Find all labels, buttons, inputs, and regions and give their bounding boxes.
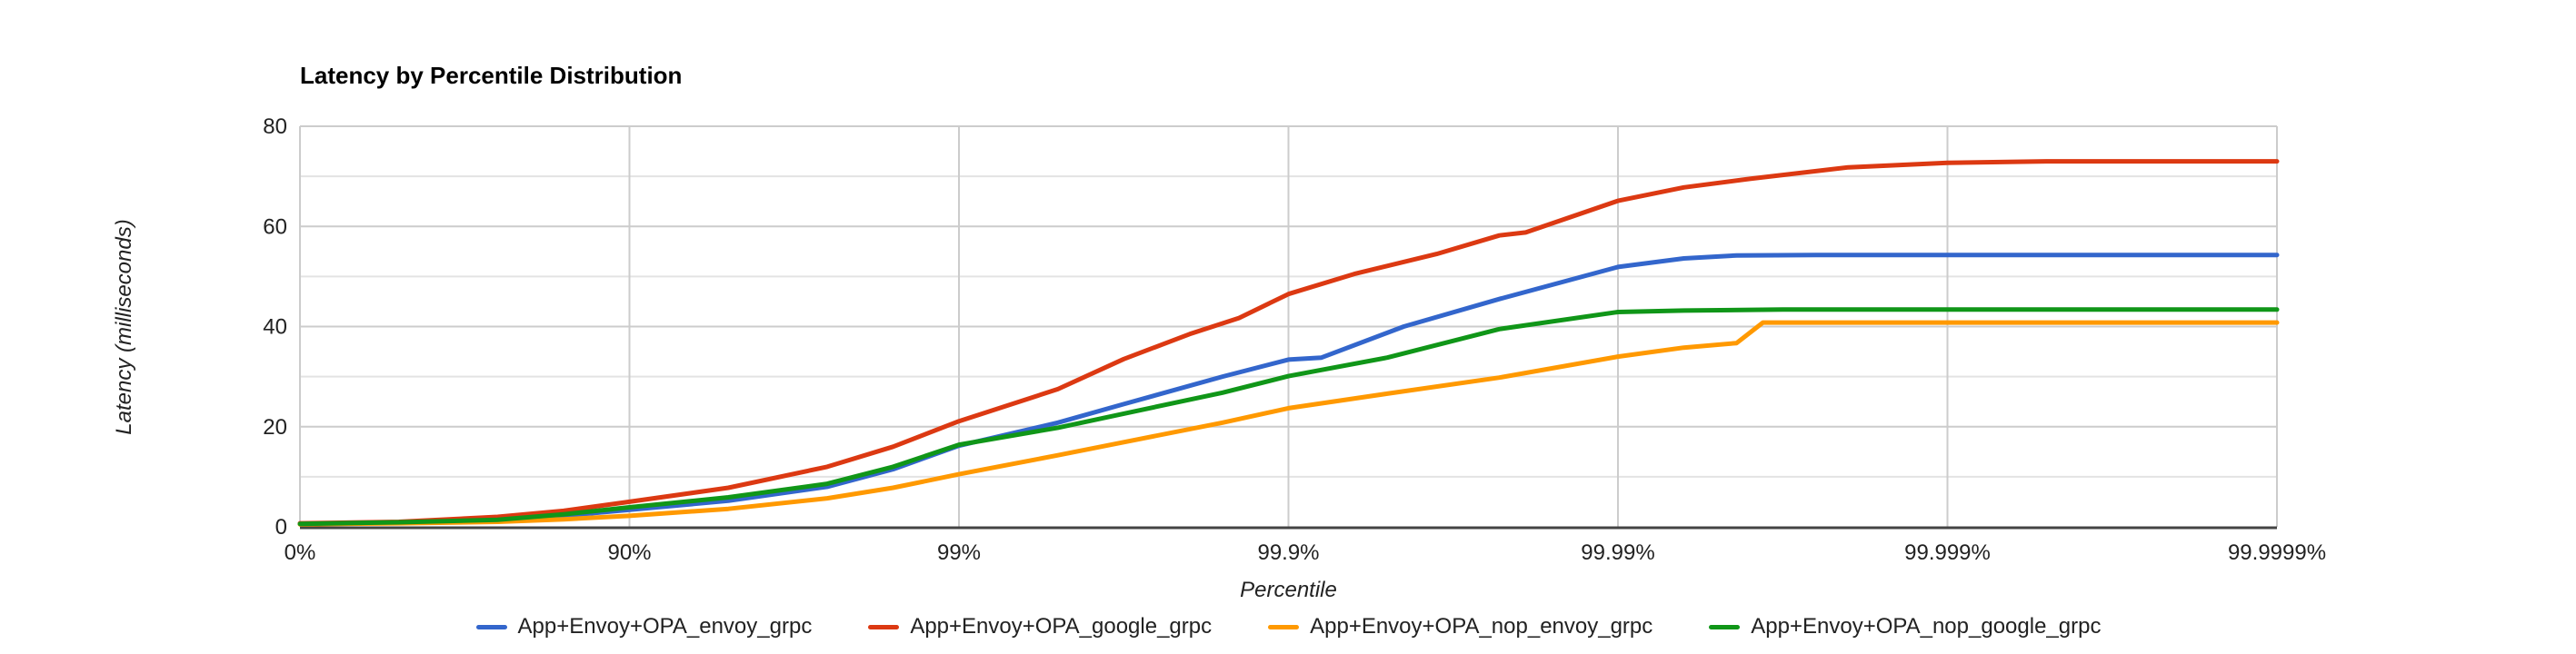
y-tick-label: 0 bbox=[275, 515, 287, 540]
legend-item-nop-google-grpc[interactable]: App+Envoy+OPA_nop_google_grpc bbox=[1709, 614, 2101, 639]
x-tick-label: 0% bbox=[285, 540, 316, 565]
x-tick-label: 99% bbox=[937, 540, 981, 565]
chart-title: Latency by Percentile Distribution bbox=[300, 62, 683, 89]
x-tick-label: 99.9999% bbox=[2228, 540, 2326, 565]
series-line-App+Envoy+OPA_nop_google_grpc[interactable] bbox=[297, 307, 2280, 527]
legend-item-google-grpc[interactable]: App+Envoy+OPA_google_grpc bbox=[868, 614, 1212, 639]
legend-swatch-google-grpc bbox=[868, 624, 900, 629]
x-tick-label: 99.999% bbox=[1904, 540, 1991, 565]
legend-swatch-nop-google-grpc bbox=[1709, 624, 1741, 629]
x-tick-label: 99.99% bbox=[1581, 540, 1654, 565]
x-tick-label: 99.9% bbox=[1257, 540, 1319, 565]
series-line-App+Envoy+OPA_nop_envoy_grpc[interactable] bbox=[297, 320, 2280, 527]
legend-label: App+Envoy+OPA_google_grpc bbox=[910, 614, 1213, 639]
legend-label: App+Envoy+OPA_envoy_grpc bbox=[517, 614, 813, 639]
y-tick-label: 40 bbox=[263, 315, 287, 340]
y-tick-label: 80 bbox=[263, 114, 287, 139]
legend-swatch-envoy-grpc bbox=[475, 624, 507, 629]
x-axis-title: Percentile bbox=[1240, 578, 1337, 602]
y-tick-label: 20 bbox=[263, 415, 287, 440]
legend-item-nop-envoy-grpc[interactable]: App+Envoy+OPA_nop_envoy_grpc bbox=[1268, 614, 1652, 639]
legend-label: App+Envoy+OPA_nop_google_grpc bbox=[1751, 614, 2102, 639]
y-tick-label: 60 bbox=[263, 214, 287, 239]
legend: App+Envoy+OPA_envoy_grpc App+Envoy+OPA_g… bbox=[300, 614, 2277, 639]
series-line-App+Envoy+OPA_google_grpc[interactable] bbox=[297, 159, 2280, 526]
y-axis-title: Latency (milliseconds) bbox=[112, 219, 136, 435]
x-tick-label: 90% bbox=[607, 540, 651, 565]
legend-item-envoy-grpc[interactable]: App+Envoy+OPA_envoy_grpc bbox=[475, 614, 813, 639]
legend-swatch-nop-envoy-grpc bbox=[1268, 624, 1300, 629]
legend-label: App+Envoy+OPA_nop_envoy_grpc bbox=[1310, 614, 1653, 639]
